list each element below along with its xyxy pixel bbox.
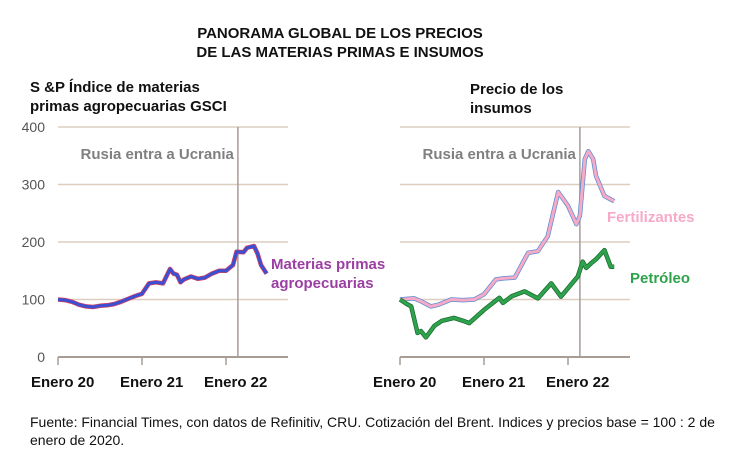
series-label-fertilizantes: Fertilizantes [607, 209, 695, 226]
left-chart-title-line2: primas agropecuarias GSCI [30, 98, 227, 115]
y-tick-label: 0 [37, 349, 45, 365]
y-tick-label: 300 [22, 177, 46, 193]
figure-title-line1: PANORAMA GLOBAL DE LOS PRECIOS [197, 25, 483, 42]
series-line-petr-leo [399, 248, 615, 339]
x-tick-label: Enero 21 [462, 374, 525, 391]
series-line-materias-primas-agropecuarias [57, 244, 268, 309]
left-chart-title-line1: S &P Índice de materias [30, 79, 200, 96]
y-tick-label: 400 [22, 119, 46, 135]
right-chart-title-line1: Precio de los [470, 81, 564, 98]
y-tick-label: 200 [22, 234, 46, 250]
series-line-fertilizantes [399, 149, 615, 308]
series-label-petroleo: Petróleo [630, 270, 690, 287]
event-label: Rusia entra a Ucrania [80, 146, 234, 163]
x-tick-label: Enero 20 [373, 374, 436, 391]
footnote: Fuente: Financial Times, con datos de Re… [30, 414, 715, 448]
x-tick-label: Enero 20 [31, 374, 94, 391]
x-tick-label: Enero 22 [546, 374, 609, 391]
x-tick-label: Enero 22 [204, 374, 267, 391]
x-tick-label: Enero 21 [120, 374, 183, 391]
event-label: Rusia entra a Ucrania [422, 146, 576, 163]
series-label-agro-line2: agropecuarias [271, 275, 374, 292]
right-chart-title-line2: insumos [470, 100, 532, 117]
y-tick-label: 100 [22, 292, 46, 308]
figure-title-line2: DE LAS MATERIAS PRIMAS E INSUMOS [196, 44, 484, 61]
series-label-agro-line1: Materias primas [271, 256, 385, 273]
